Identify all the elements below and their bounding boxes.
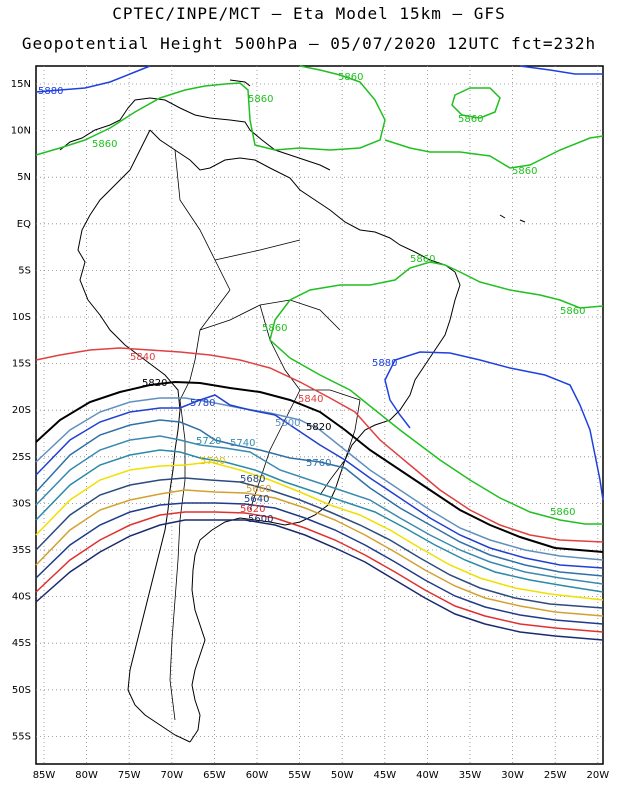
label-5800: 5800 [275, 418, 300, 429]
lon-tick-label: 65W [203, 770, 226, 781]
contour-lines [35, 65, 604, 641]
contour-5660 [35, 489, 604, 617]
label-5660: 5660 [246, 484, 271, 495]
contour-5880-north [35, 65, 603, 93]
lon-tick-label: 70W [160, 770, 183, 781]
caribbean-islands [229, 79, 526, 223]
lat-tick-label: EQ [17, 219, 31, 230]
label-5860h: 5860 [262, 323, 287, 334]
north-coast-sa [149, 129, 456, 273]
lat-tick-label: 20S [12, 405, 31, 416]
contour-5720 [35, 449, 604, 593]
contour-5880-south [384, 351, 604, 501]
label-5860c: 5860 [458, 114, 483, 125]
label-5860i: 5860 [550, 507, 575, 518]
contour-5820 [35, 380, 604, 553]
lon-tick-label: 35W [459, 770, 482, 781]
contour-5860-north [35, 65, 604, 169]
label-5640: 5640 [244, 494, 269, 505]
lon-tick-label: 40W [416, 770, 439, 781]
map-title-line2: Geopotential Height 500hPa – 05/07/2020 … [21, 34, 597, 53]
label-5860d: 5860 [92, 139, 117, 150]
grid-lines [36, 66, 603, 764]
lon-tick-label: 85W [33, 770, 56, 781]
label-5860b: 5860 [248, 94, 273, 105]
label-5860f: 5860 [410, 254, 435, 265]
lat-tick-label: 5S [18, 265, 31, 276]
atlantic-coast-sa [189, 271, 461, 743]
lon-tick-label: 75W [118, 770, 141, 781]
contour-5640 [35, 502, 604, 625]
label-5840a: 5840 [130, 352, 155, 363]
label-5740: 5740 [230, 438, 255, 449]
label-5700: 5700 [200, 456, 225, 467]
contour-5780 [35, 394, 604, 569]
contour-5860-ring [451, 87, 501, 119]
contour-5740 [35, 435, 604, 585]
label-5720: 5720 [196, 436, 221, 447]
coastlines [59, 79, 526, 743]
lat-tick-label: 15N [11, 79, 31, 90]
axis-tick-labels: 15N 10N 5N EQ 5S 10S 15S 20S 25S 30S 35S 40S 45S 50S 5… [11, 79, 609, 781]
contour-5680 [35, 477, 604, 609]
contour-5840 [35, 347, 604, 543]
lon-tick-label: 45W [373, 770, 396, 781]
central-america-coast [59, 97, 331, 171]
pacific-coast-sa [77, 129, 191, 743]
lon-tick-label: 20W [586, 770, 609, 781]
map-frame [35, 65, 604, 765]
label-5860e: 5860 [512, 166, 537, 177]
lat-tick-label: 55S [12, 731, 31, 742]
lat-tick-label: 10S [12, 312, 31, 323]
lon-tick-label: 55W [288, 770, 311, 781]
label-5600: 5600 [248, 514, 273, 525]
contour-5800 [35, 397, 604, 561]
contour-labels: 5880 5860 5860 5860 5860 5860 5860 5860 … [38, 72, 585, 525]
lat-tick-label: 35S [12, 545, 31, 556]
lon-tick-label: 80W [75, 770, 98, 781]
lat-tick-label: 10N [11, 126, 31, 137]
lat-tick-label: 15S [12, 359, 31, 370]
lon-tick-label: 25W [544, 770, 567, 781]
label-5820a: 5820 [142, 378, 167, 389]
lat-tick-label: 30S [12, 498, 31, 509]
label-5860g: 5860 [560, 306, 585, 317]
country-borders [169, 149, 361, 721]
lat-tick-label: 40S [12, 592, 31, 603]
label-5820b: 5820 [306, 422, 331, 433]
contour-5620 [35, 511, 604, 633]
lat-tick-label: 5N [17, 172, 31, 183]
lon-tick-label: 60W [246, 770, 269, 781]
map-title-line1: CPTEC/INPE/MCT – Eta Model 15km – GFS [112, 4, 506, 23]
label-5780: 5780 [190, 398, 215, 409]
contour-5600 [35, 519, 604, 641]
label-5880b: 5880 [372, 358, 397, 369]
label-5760: 5760 [306, 458, 331, 469]
lat-tick-label: 50S [12, 685, 31, 696]
contour-5760 [35, 419, 604, 577]
label-5860a: 5860 [338, 72, 363, 83]
lon-tick-label: 50W [331, 770, 354, 781]
label-5840b: 5840 [298, 394, 323, 405]
label-5880a: 5880 [38, 86, 63, 97]
lat-tick-label: 25S [12, 452, 31, 463]
lat-tick-label: 45S [12, 638, 31, 649]
label-5680: 5680 [240, 474, 265, 485]
label-5620: 5620 [240, 504, 265, 515]
contour-5860-middle [269, 261, 604, 525]
contour-5700 [35, 461, 604, 601]
lon-tick-label: 30W [501, 770, 524, 781]
